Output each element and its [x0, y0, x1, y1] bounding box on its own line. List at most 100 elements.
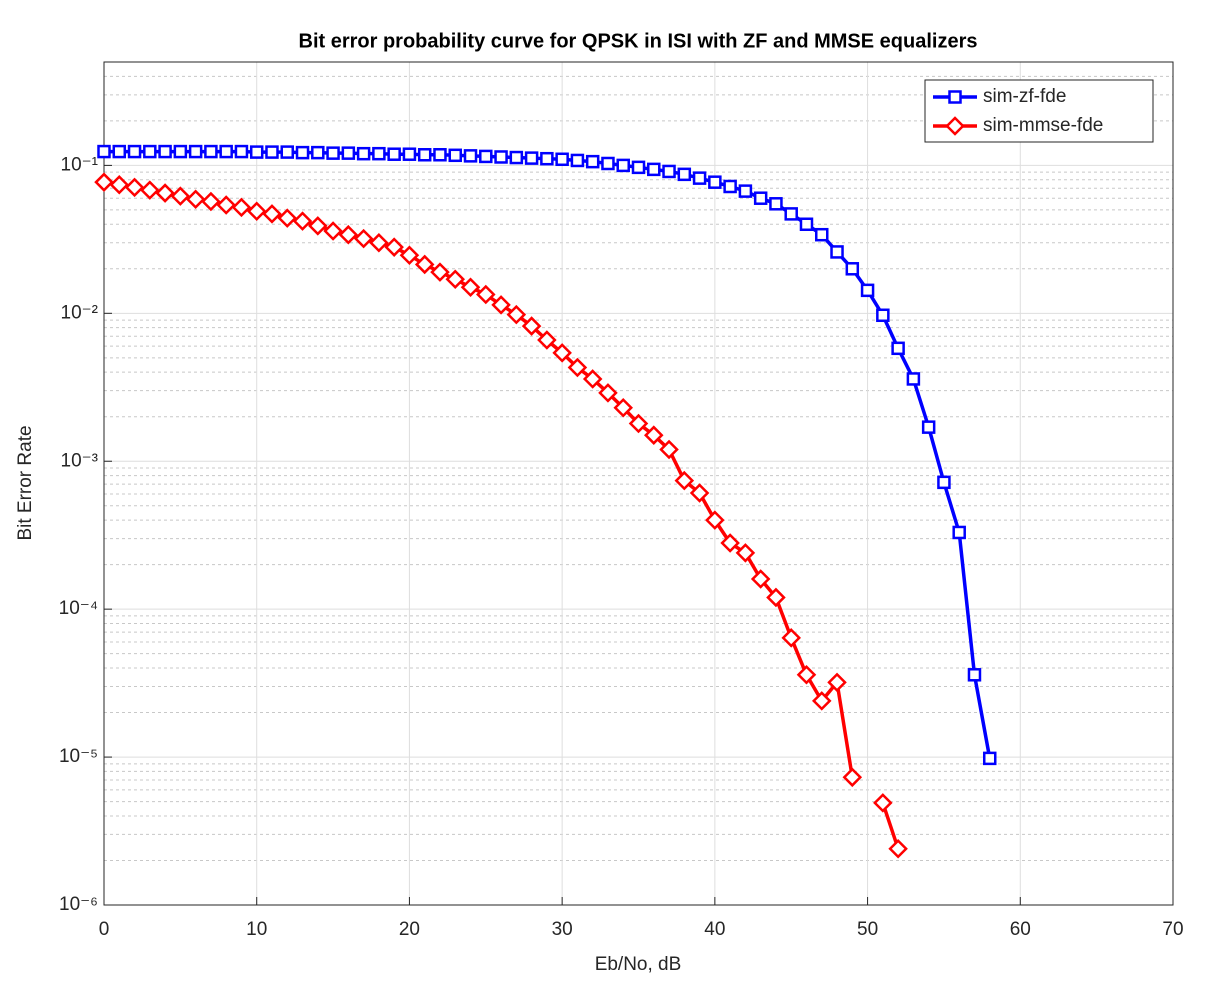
marker: [201, 191, 221, 212]
x-tick-label: 60: [1010, 919, 1031, 940]
marker: [921, 420, 936, 434]
legend: sim-zf-fde sim-mmse-fde: [924, 79, 1154, 143]
marker: [127, 144, 142, 159]
y-tick-label: 10⁻⁶: [59, 894, 98, 915]
marker: [784, 207, 798, 221]
marker: [769, 197, 783, 211]
marker: [448, 148, 462, 163]
x-tick-label: 70: [1162, 919, 1183, 940]
marker: [952, 525, 966, 540]
marker: [598, 383, 618, 403]
marker: [753, 191, 768, 205]
marker: [876, 308, 890, 323]
marker: [173, 144, 188, 159]
marker: [479, 149, 493, 164]
marker: [689, 483, 710, 503]
marker: [692, 171, 707, 185]
x-tick-label: 40: [704, 919, 725, 940]
x-tick-label: 20: [399, 919, 420, 940]
marker: [262, 204, 282, 224]
y-tick-label: 10⁻²: [61, 302, 99, 323]
marker: [799, 217, 814, 232]
marker: [811, 691, 832, 711]
y-axis-label: Bit Error Rate: [15, 425, 36, 540]
marker: [399, 245, 420, 265]
marker: [185, 189, 206, 210]
marker: [494, 150, 508, 164]
marker: [430, 262, 450, 282]
marker: [414, 254, 435, 275]
marker: [735, 543, 756, 563]
marker: [750, 569, 771, 589]
marker: [677, 167, 692, 182]
x-tick-label: 30: [552, 919, 573, 940]
marker: [280, 145, 295, 159]
marker: [338, 224, 359, 245]
marker: [158, 144, 172, 159]
marker: [521, 316, 542, 336]
marker: [616, 158, 630, 173]
y-tick-label: 10⁻⁴: [59, 598, 98, 619]
marker: [295, 145, 310, 160]
marker: [97, 144, 111, 159]
marker: [491, 295, 511, 315]
marker: [674, 470, 695, 491]
marker: [842, 767, 863, 788]
marker: [781, 628, 801, 648]
marker: [402, 147, 417, 161]
marker: [766, 587, 786, 608]
marker: [112, 144, 127, 159]
marker: [723, 179, 737, 194]
marker: [830, 245, 844, 259]
marker: [219, 144, 233, 159]
marker: [356, 146, 371, 161]
marker: [628, 413, 649, 434]
marker: [873, 793, 893, 813]
marker: [570, 153, 585, 168]
x-tick-label: 10: [246, 919, 267, 940]
x-tick-label: 50: [857, 919, 878, 940]
marker: [524, 151, 539, 165]
marker: [143, 144, 157, 159]
marker: [265, 145, 279, 159]
marker: [417, 148, 432, 162]
marker: [249, 145, 264, 159]
marker: [277, 208, 298, 228]
marker: [891, 341, 905, 356]
marker: [827, 672, 847, 693]
marker: [170, 186, 191, 206]
marker: [937, 475, 951, 490]
marker: [537, 330, 557, 350]
marker: [948, 90, 962, 104]
marker: [231, 197, 252, 218]
marker: [845, 262, 860, 276]
marker: [659, 439, 679, 460]
marker: [509, 150, 524, 165]
marker: [204, 144, 218, 159]
marker: [246, 201, 267, 221]
marker: [445, 269, 466, 289]
marker: [647, 162, 661, 177]
marker: [705, 510, 725, 530]
marker: [601, 156, 615, 171]
marker: [384, 237, 404, 257]
marker: [582, 369, 603, 389]
marker: [353, 228, 374, 249]
marker: [585, 154, 600, 169]
marker: [888, 838, 908, 859]
marker: [567, 357, 588, 378]
legend-label: sim-zf-fde: [983, 86, 1066, 107]
marker: [506, 304, 527, 325]
x-tick-label: 0: [99, 919, 110, 940]
marker: [860, 283, 875, 298]
marker: [631, 160, 646, 175]
marker: [738, 184, 753, 198]
marker: [372, 146, 386, 161]
marker: [540, 151, 554, 166]
marker: [967, 668, 982, 682]
marker: [906, 372, 921, 386]
marker: [94, 172, 114, 192]
marker: [140, 180, 160, 200]
marker: [613, 397, 633, 418]
